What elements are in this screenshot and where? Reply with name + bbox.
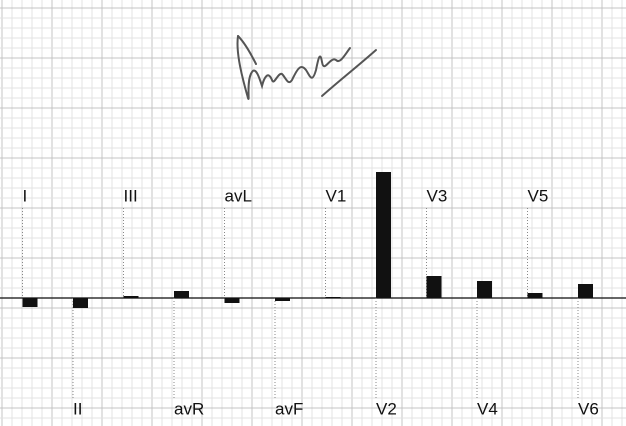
lead-label: V4 — [477, 399, 498, 418]
bar — [426, 276, 442, 298]
bar — [325, 297, 341, 298]
bar — [578, 284, 593, 298]
bar — [22, 298, 38, 307]
lead-label: avF — [275, 399, 303, 418]
lead-label: III — [124, 186, 138, 205]
bar — [224, 298, 240, 303]
bar — [73, 298, 88, 308]
lead-label: V5 — [528, 186, 549, 205]
lead-label: V1 — [326, 186, 347, 205]
lead-label: avR — [174, 399, 204, 418]
bar — [275, 298, 290, 301]
lead-label: V3 — [427, 186, 448, 205]
bar — [376, 172, 391, 298]
bar — [174, 291, 189, 298]
lead-label: avL — [225, 186, 252, 205]
bar — [477, 281, 492, 298]
signature — [236, 35, 377, 100]
lead-label: I — [23, 186, 28, 205]
lead-label: V6 — [578, 399, 599, 418]
lead-label: II — [73, 399, 82, 418]
lead-label: V2 — [376, 399, 397, 418]
bar — [527, 293, 543, 298]
bar — [123, 296, 139, 298]
